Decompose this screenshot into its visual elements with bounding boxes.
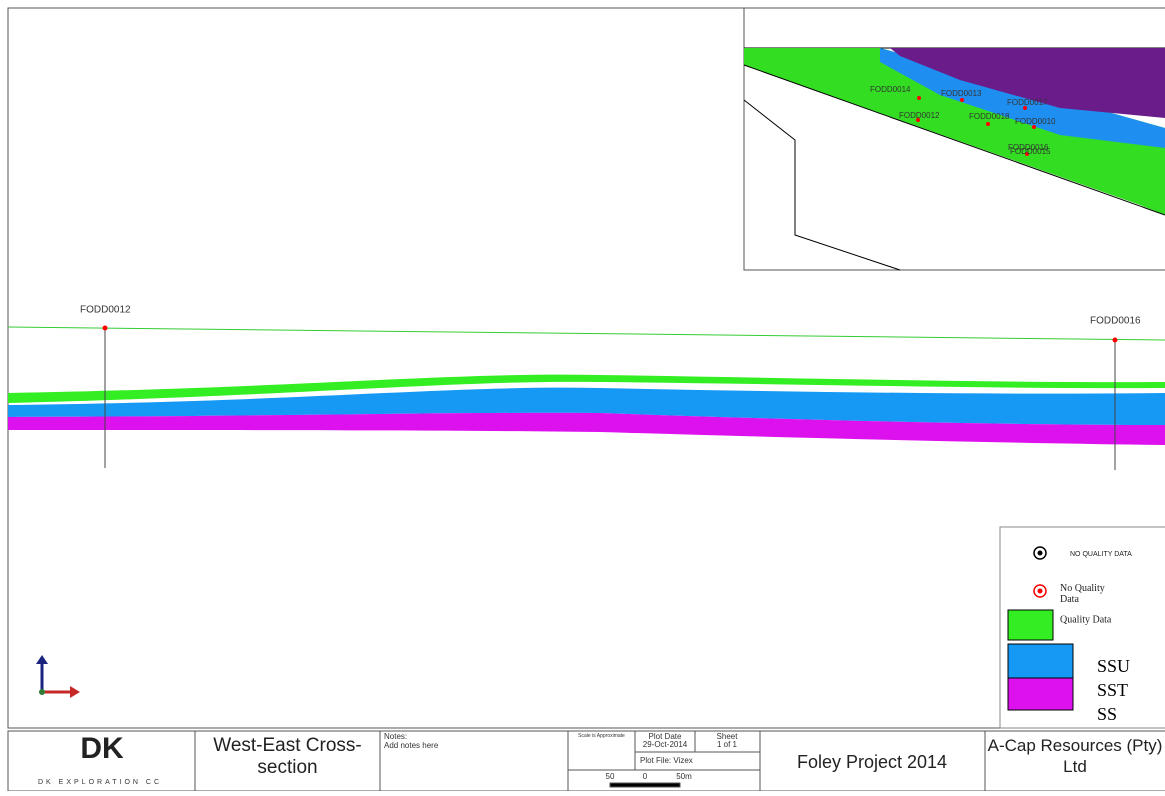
legend-label-box: No Quality Data — [1060, 583, 1105, 605]
inset-hole-label: FODD0013 — [941, 89, 982, 98]
orientation-icon — [36, 655, 80, 698]
inset — [743, 7, 1165, 271]
drawing-title: West-East Cross-section — [213, 735, 362, 778]
plot-date-label: Plot Date — [649, 732, 682, 741]
plot-file: Plot File: Vizex — [640, 756, 693, 765]
legend — [999, 526, 1165, 729]
legend-label: NO QUALITY DATA — [1070, 551, 1132, 558]
legend-label: No Quality Data — [1060, 583, 1105, 605]
scale-note-box: Scale is Approximate — [578, 733, 625, 739]
notes: Add notes here — [384, 741, 439, 750]
legend-label: SSU — [1097, 656, 1130, 676]
project: Foley Project 2014 — [797, 752, 947, 772]
logo: DK — [80, 732, 124, 765]
scale-tick: 50m — [676, 772, 692, 781]
inset-hole-label: FODD0014 — [870, 85, 911, 94]
inset-hole-label: FODD0010 — [1015, 117, 1056, 126]
scale-tick: 0 — [643, 772, 648, 781]
inset-hole-label: FODD0016 — [1008, 143, 1049, 152]
sheet-label: Sheet — [717, 732, 739, 741]
hole-label: FODD0012 — [80, 305, 131, 316]
hole-label: FODD0016 — [1090, 316, 1141, 327]
sheet: 1 of 1 — [717, 740, 738, 749]
scale-note: Scale is Approximate — [578, 733, 625, 739]
inset-hole-label: FODD0017 — [1007, 98, 1048, 107]
notes-label: Notes: — [384, 732, 407, 741]
plot-date: 29-Oct-2014 — [643, 740, 688, 749]
title-box: West-East Cross-section — [213, 735, 362, 778]
company-name: DK EXPLORATION CC — [38, 779, 162, 786]
inset-hole-label: FODD0015 — [1010, 147, 1051, 156]
legend-label: SS — [1097, 704, 1117, 724]
inset-hole-label: FODD0012 — [899, 111, 940, 120]
scale-tick: 50 — [606, 772, 615, 781]
client: A-Cap Resources (Pty) Ltd — [987, 736, 1163, 776]
cross-section — [7, 325, 1165, 470]
legend-label: SST — [1097, 680, 1128, 700]
inset-hole-label: FODD0018 — [969, 112, 1010, 121]
client-box: A-Cap Resources (Pty) Ltd — [987, 736, 1163, 776]
legend-label: Quality Data — [1060, 614, 1112, 625]
